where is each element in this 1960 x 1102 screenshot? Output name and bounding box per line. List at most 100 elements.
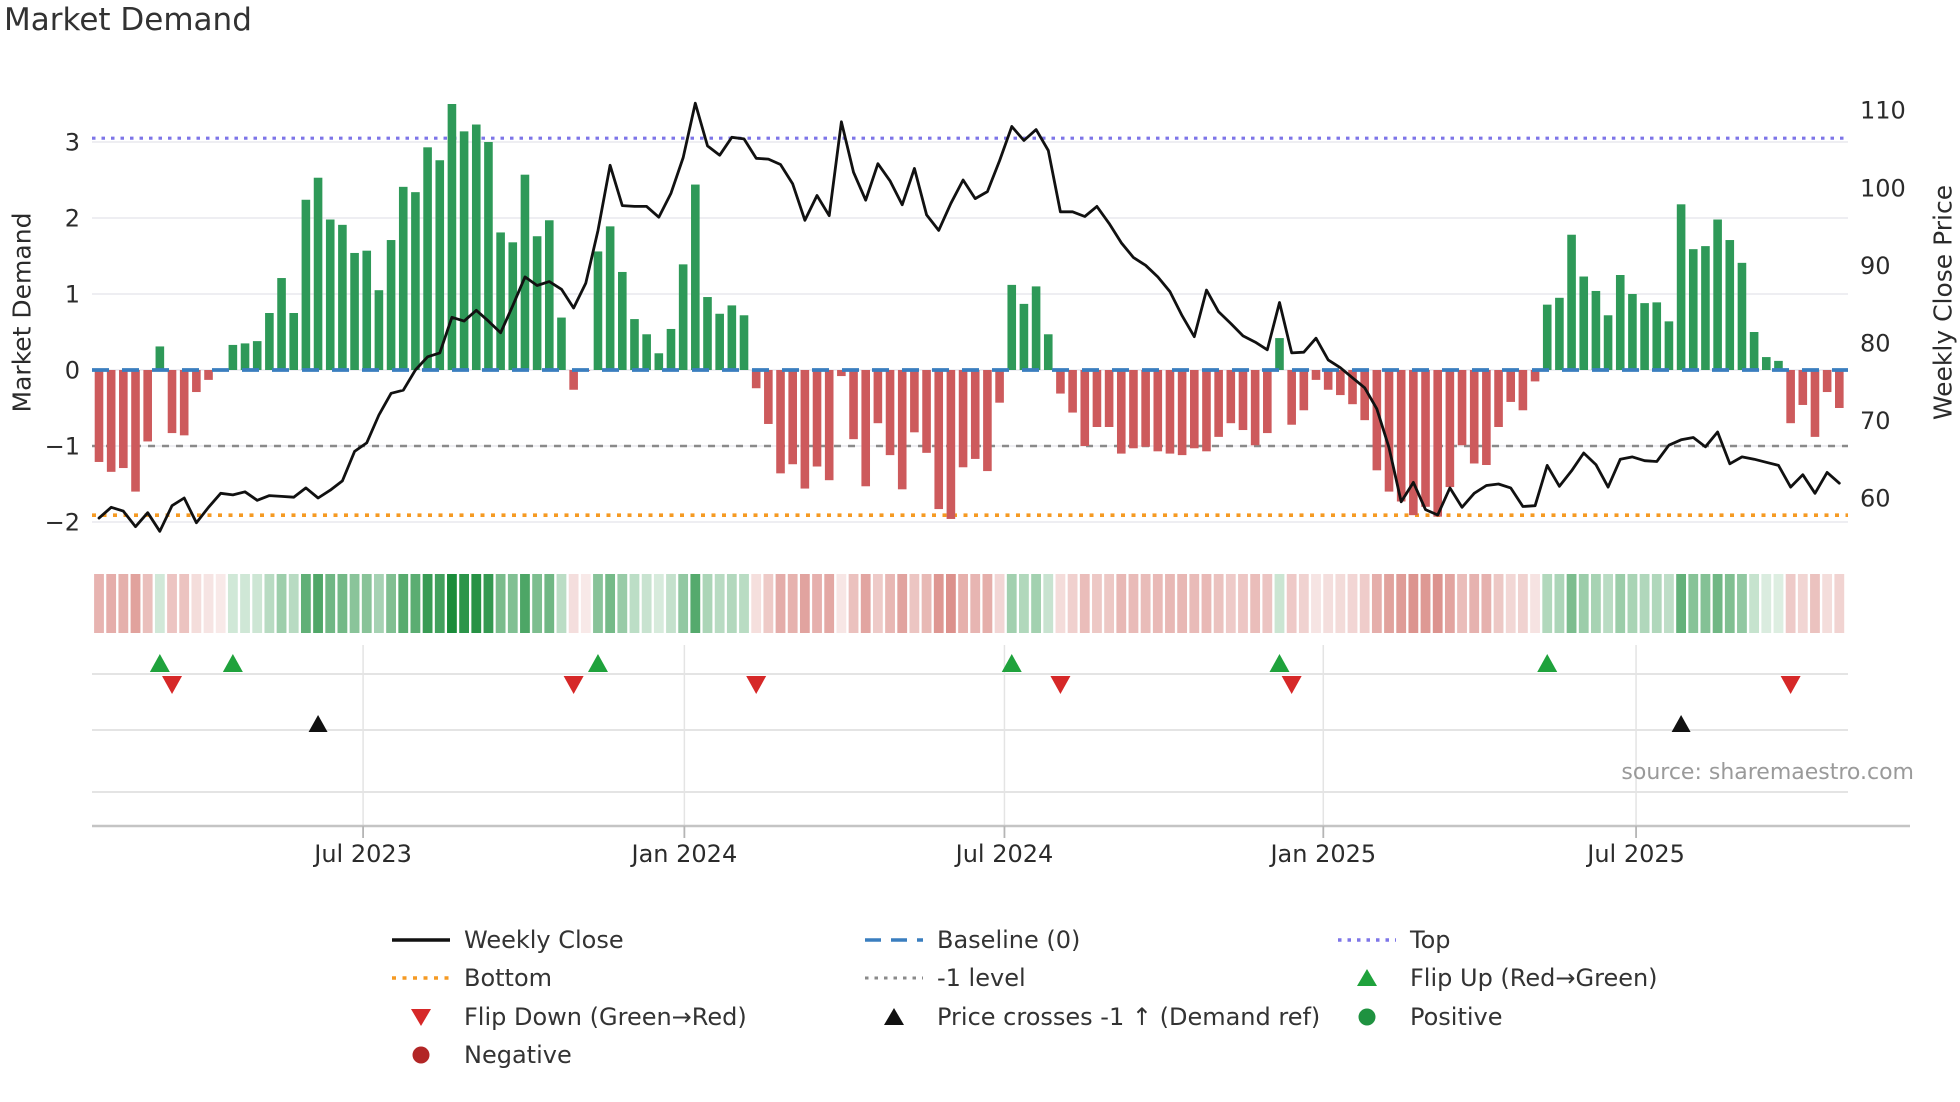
demand-bar: [897, 370, 907, 490]
demand-bar: [1068, 370, 1077, 413]
demand-bar: [861, 370, 871, 487]
demand-bar: [922, 370, 931, 453]
heatmap-cell: [1749, 574, 1760, 633]
demand-bar: [1737, 262, 1747, 370]
heatmap-cell: [1213, 574, 1224, 633]
heatmap-cell: [1554, 574, 1565, 633]
heatmap-cell: [179, 574, 190, 633]
legend-label: Flip Down (Green→Red): [464, 1003, 747, 1031]
demand-bar: [800, 370, 810, 489]
heatmap-cell: [1627, 574, 1638, 633]
heatmap-cell: [1274, 574, 1285, 633]
heatmap-cell: [398, 574, 409, 633]
demand-bar: [1810, 370, 1820, 437]
heatmap-cell: [1128, 574, 1139, 633]
heatmap-cell: [106, 574, 117, 633]
demand-bar: [593, 251, 603, 370]
heatmap-cell: [1323, 574, 1334, 633]
heatmap-cell: [325, 574, 336, 633]
heatmap-cell: [1578, 574, 1589, 633]
demand-bar: [1579, 276, 1589, 370]
demand-bar: [532, 236, 542, 370]
legend-label: Bottom: [464, 964, 553, 992]
demand-bar: [837, 370, 846, 377]
right-tick-label: 110: [1860, 97, 1906, 125]
heatmap-cell: [1298, 574, 1309, 633]
heatmap-cell: [349, 574, 360, 633]
demand-bar: [1299, 370, 1309, 411]
heatmap-cell: [167, 574, 177, 633]
heatmap-cell: [726, 574, 737, 633]
demand-bar: [544, 220, 554, 370]
heatmap-cell: [1104, 574, 1115, 633]
demand-bar: [1615, 275, 1625, 370]
demand-bar: [1542, 304, 1552, 370]
demand-bar: [1043, 334, 1053, 370]
heatmap-cell: [1238, 574, 1248, 633]
demand-bar: [1190, 370, 1199, 449]
demand-bar: [1372, 370, 1382, 471]
demand-bar: [228, 344, 238, 370]
heatmap-cell: [1019, 574, 1029, 633]
flip-down-icon: [411, 1009, 431, 1026]
legend-label: Weekly Close: [464, 926, 624, 954]
demand-bar: [1238, 370, 1248, 431]
flip-down-marker: [162, 676, 183, 694]
demand-bar: [618, 271, 627, 370]
demand-bar: [1092, 370, 1102, 427]
heatmap-cell: [1408, 574, 1419, 633]
heatmap-cell: [1444, 574, 1455, 633]
demand-bar: [1421, 370, 1430, 507]
heatmap-cell: [1116, 574, 1127, 633]
demand-bar: [1348, 370, 1357, 405]
flip-down-marker: [1780, 676, 1801, 694]
heatmap-cell: [885, 574, 895, 633]
negative-icon: [412, 1046, 430, 1064]
legend-label: Negative: [464, 1041, 572, 1069]
legend-item: Bottom: [391, 962, 552, 994]
heatmap-cell: [1615, 574, 1626, 633]
heatmap-cell: [1311, 574, 1321, 633]
demand-bar: [179, 370, 189, 436]
left-tick-label: 3: [65, 129, 80, 157]
top-swatch: [1338, 938, 1396, 942]
demand-bar: [751, 370, 761, 389]
demand-bar: [1469, 370, 1479, 464]
demand-bar: [1311, 370, 1321, 380]
heatmap-cell: [1092, 574, 1102, 633]
demand-bar: [1725, 240, 1735, 370]
demand-bar: [1153, 370, 1163, 452]
demand-bar: [764, 370, 773, 424]
flip-up-marker: [222, 654, 243, 672]
heatmap-strip: [94, 574, 1845, 633]
demand-bar: [739, 315, 749, 370]
heatmap-cell: [1165, 574, 1175, 633]
heatmap-cell: [1347, 574, 1358, 633]
heatmap-cell: [410, 574, 421, 633]
heatmap-cell: [799, 574, 810, 633]
flip-down-marker: [1281, 676, 1302, 694]
demand-bar: [1822, 370, 1832, 393]
right-tick-label: 80: [1860, 329, 1891, 357]
heatmap-cell: [227, 574, 238, 633]
heatmap-cell: [1761, 574, 1772, 633]
heatmap-cell: [471, 574, 482, 633]
heatmap-cell: [1517, 574, 1528, 633]
demand-bar: [252, 341, 262, 370]
heatmap-cell: [374, 574, 384, 633]
marker-panel: [92, 645, 1910, 838]
demand-bar: [155, 346, 165, 370]
heatmap-cell: [1591, 574, 1601, 633]
heatmap-cell: [361, 574, 372, 633]
demand-bar: [1591, 290, 1601, 370]
legend-label: -1 level: [937, 964, 1026, 992]
heatmap-cell: [946, 574, 956, 633]
legend-item: -1 level: [864, 962, 1026, 994]
heatmap-cell: [1530, 574, 1540, 633]
legend-label: Price crosses -1 ↑ (Demand ref): [937, 1003, 1321, 1031]
demand-bar: [1409, 370, 1418, 516]
demand-bar: [94, 370, 104, 462]
demand-bar: [325, 219, 335, 370]
heatmap-cell: [1067, 574, 1078, 633]
